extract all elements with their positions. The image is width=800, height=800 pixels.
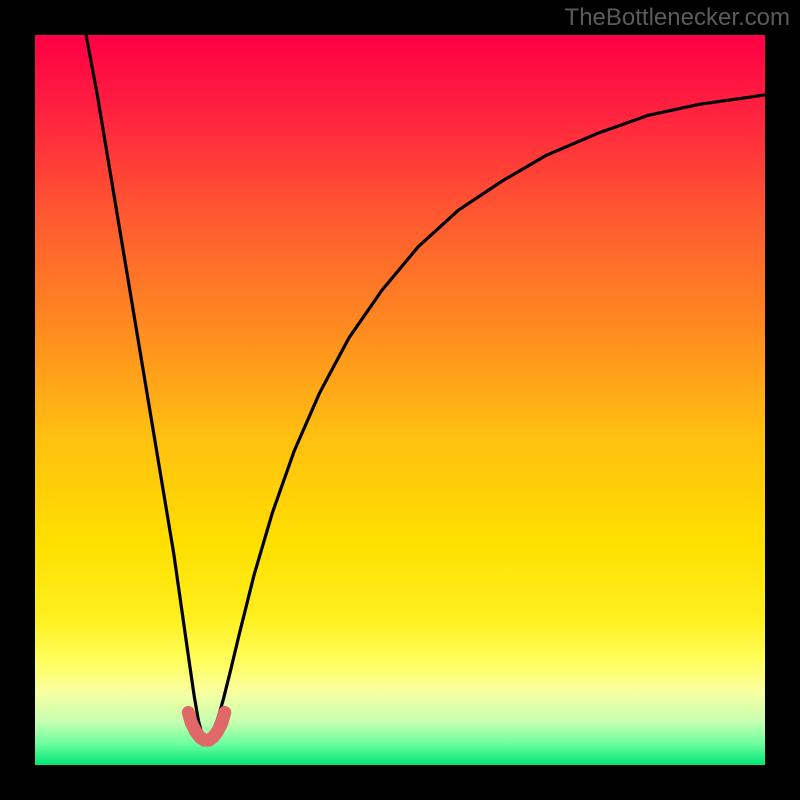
plot-gradient-area (35, 35, 765, 765)
chart-stage: TheBottlenecker.com (0, 0, 800, 800)
chart-svg (0, 0, 800, 800)
